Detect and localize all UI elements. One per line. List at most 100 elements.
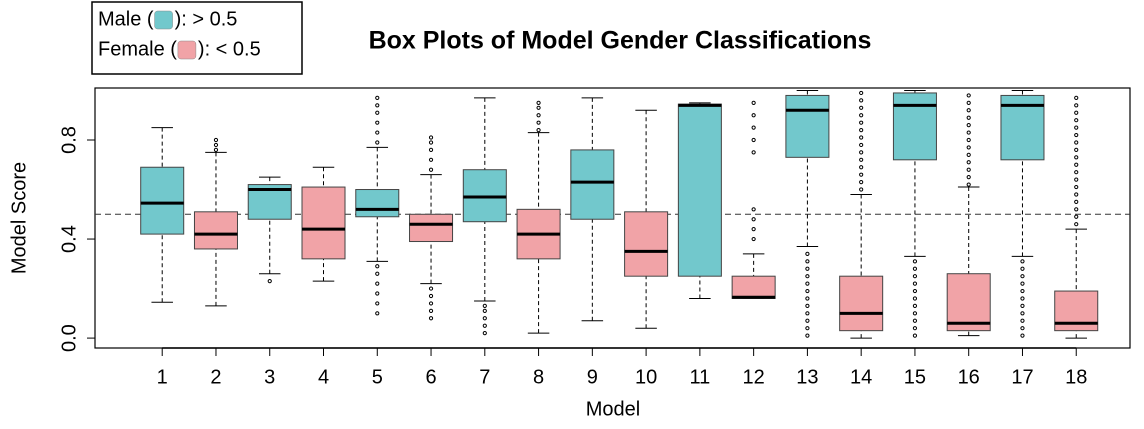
- outlier: [966, 123, 971, 128]
- outlier: [375, 291, 380, 296]
- outlier: [751, 113, 756, 118]
- outlier: [536, 100, 541, 105]
- x-tick-label: 15: [904, 366, 926, 388]
- outlier: [428, 135, 434, 140]
- x-tick-label: 8: [533, 366, 544, 388]
- outlier: [1074, 95, 1079, 101]
- legend-box: [91, 1, 303, 75]
- x-tick-label: 10: [635, 366, 657, 388]
- box: [140, 166, 185, 235]
- outlier: [966, 152, 971, 157]
- y-tick-label: 0.4: [58, 225, 80, 253]
- outlier: [912, 281, 918, 286]
- outlier: [859, 127, 864, 133]
- outlier: [428, 308, 434, 313]
- outlier: [859, 113, 864, 118]
- outlier: [859, 150, 864, 155]
- x-tick-label: 5: [372, 366, 383, 388]
- outlier: [805, 288, 810, 294]
- outlier: [966, 100, 971, 105]
- outlier: [805, 266, 810, 271]
- outlier: [428, 293, 434, 299]
- outlier: [966, 167, 971, 172]
- y-axis-label: Model Score: [8, 162, 30, 274]
- outlier: [536, 127, 541, 133]
- box: [355, 189, 400, 218]
- outlier: [859, 157, 864, 162]
- outlier: [428, 286, 434, 291]
- legend-label: Male (: [98, 8, 154, 30]
- outlier: [375, 311, 380, 316]
- outlier: [859, 120, 864, 125]
- outlier: [428, 316, 434, 321]
- outlier: [482, 323, 487, 328]
- outlier: [1074, 162, 1079, 167]
- outlier: [482, 316, 487, 321]
- outlier: [912, 274, 918, 279]
- outlier: [1020, 311, 1025, 316]
- outlier: [912, 333, 918, 338]
- outlier: [805, 274, 810, 279]
- outlier: [966, 145, 971, 150]
- outlier: [1020, 303, 1025, 309]
- outlier: [482, 303, 487, 309]
- x-tick-label: 13: [796, 366, 818, 388]
- outlier: [859, 135, 864, 140]
- x-axis-label: Model: [586, 398, 640, 420]
- outlier: [482, 331, 487, 336]
- outlier: [1074, 132, 1079, 138]
- outlier: [912, 311, 918, 316]
- box: [409, 213, 454, 243]
- outlier: [1020, 266, 1025, 271]
- outlier: [912, 288, 918, 294]
- outlier: [1074, 170, 1079, 175]
- outlier: [375, 271, 380, 276]
- x-tick-label: 11: [689, 366, 710, 388]
- outlier: [1074, 147, 1079, 153]
- outlier: [805, 251, 810, 257]
- outlier: [428, 147, 434, 153]
- outlier: [1020, 288, 1025, 294]
- outlier: [1020, 333, 1025, 338]
- x-tick-label: 12: [743, 366, 765, 388]
- outlier: [751, 207, 756, 212]
- x-tick-label: 18: [1065, 366, 1087, 388]
- outlier: [859, 187, 864, 192]
- outlier: [536, 120, 541, 125]
- box: [839, 275, 884, 332]
- x-tick-label: 14: [850, 366, 872, 388]
- outlier: [1020, 259, 1025, 264]
- outlier: [751, 217, 756, 222]
- outlier: [375, 95, 380, 101]
- x-tick-label: 9: [587, 366, 598, 388]
- outlier: [213, 137, 219, 143]
- chart-title: Box Plots of Model Gender Classification…: [369, 27, 872, 55]
- outlier: [859, 105, 864, 110]
- outlier: [751, 150, 756, 155]
- outlier: [1074, 110, 1079, 115]
- x-tick-label: 4: [318, 366, 329, 388]
- legend-label: ): < 0.5: [198, 38, 261, 60]
- outlier: [751, 137, 756, 143]
- x-tick-label: 1: [157, 366, 168, 388]
- outlier: [859, 165, 864, 170]
- outlier: [805, 311, 810, 316]
- x-tick-label: 16: [958, 366, 980, 388]
- legend-swatch: [154, 10, 173, 30]
- outlier: [375, 130, 380, 135]
- outlier: [966, 130, 971, 135]
- outlier: [536, 105, 541, 110]
- box: [301, 186, 346, 260]
- outlier: [428, 301, 434, 306]
- outlier: [859, 179, 864, 185]
- outlier: [1074, 177, 1079, 182]
- outlier: [1074, 214, 1079, 219]
- outlier: [912, 303, 918, 309]
- outlier: [1020, 274, 1025, 279]
- box: [892, 92, 937, 161]
- outlier: [966, 108, 971, 113]
- outlier: [1074, 207, 1079, 212]
- outlier: [805, 318, 810, 323]
- outlier: [1074, 155, 1079, 160]
